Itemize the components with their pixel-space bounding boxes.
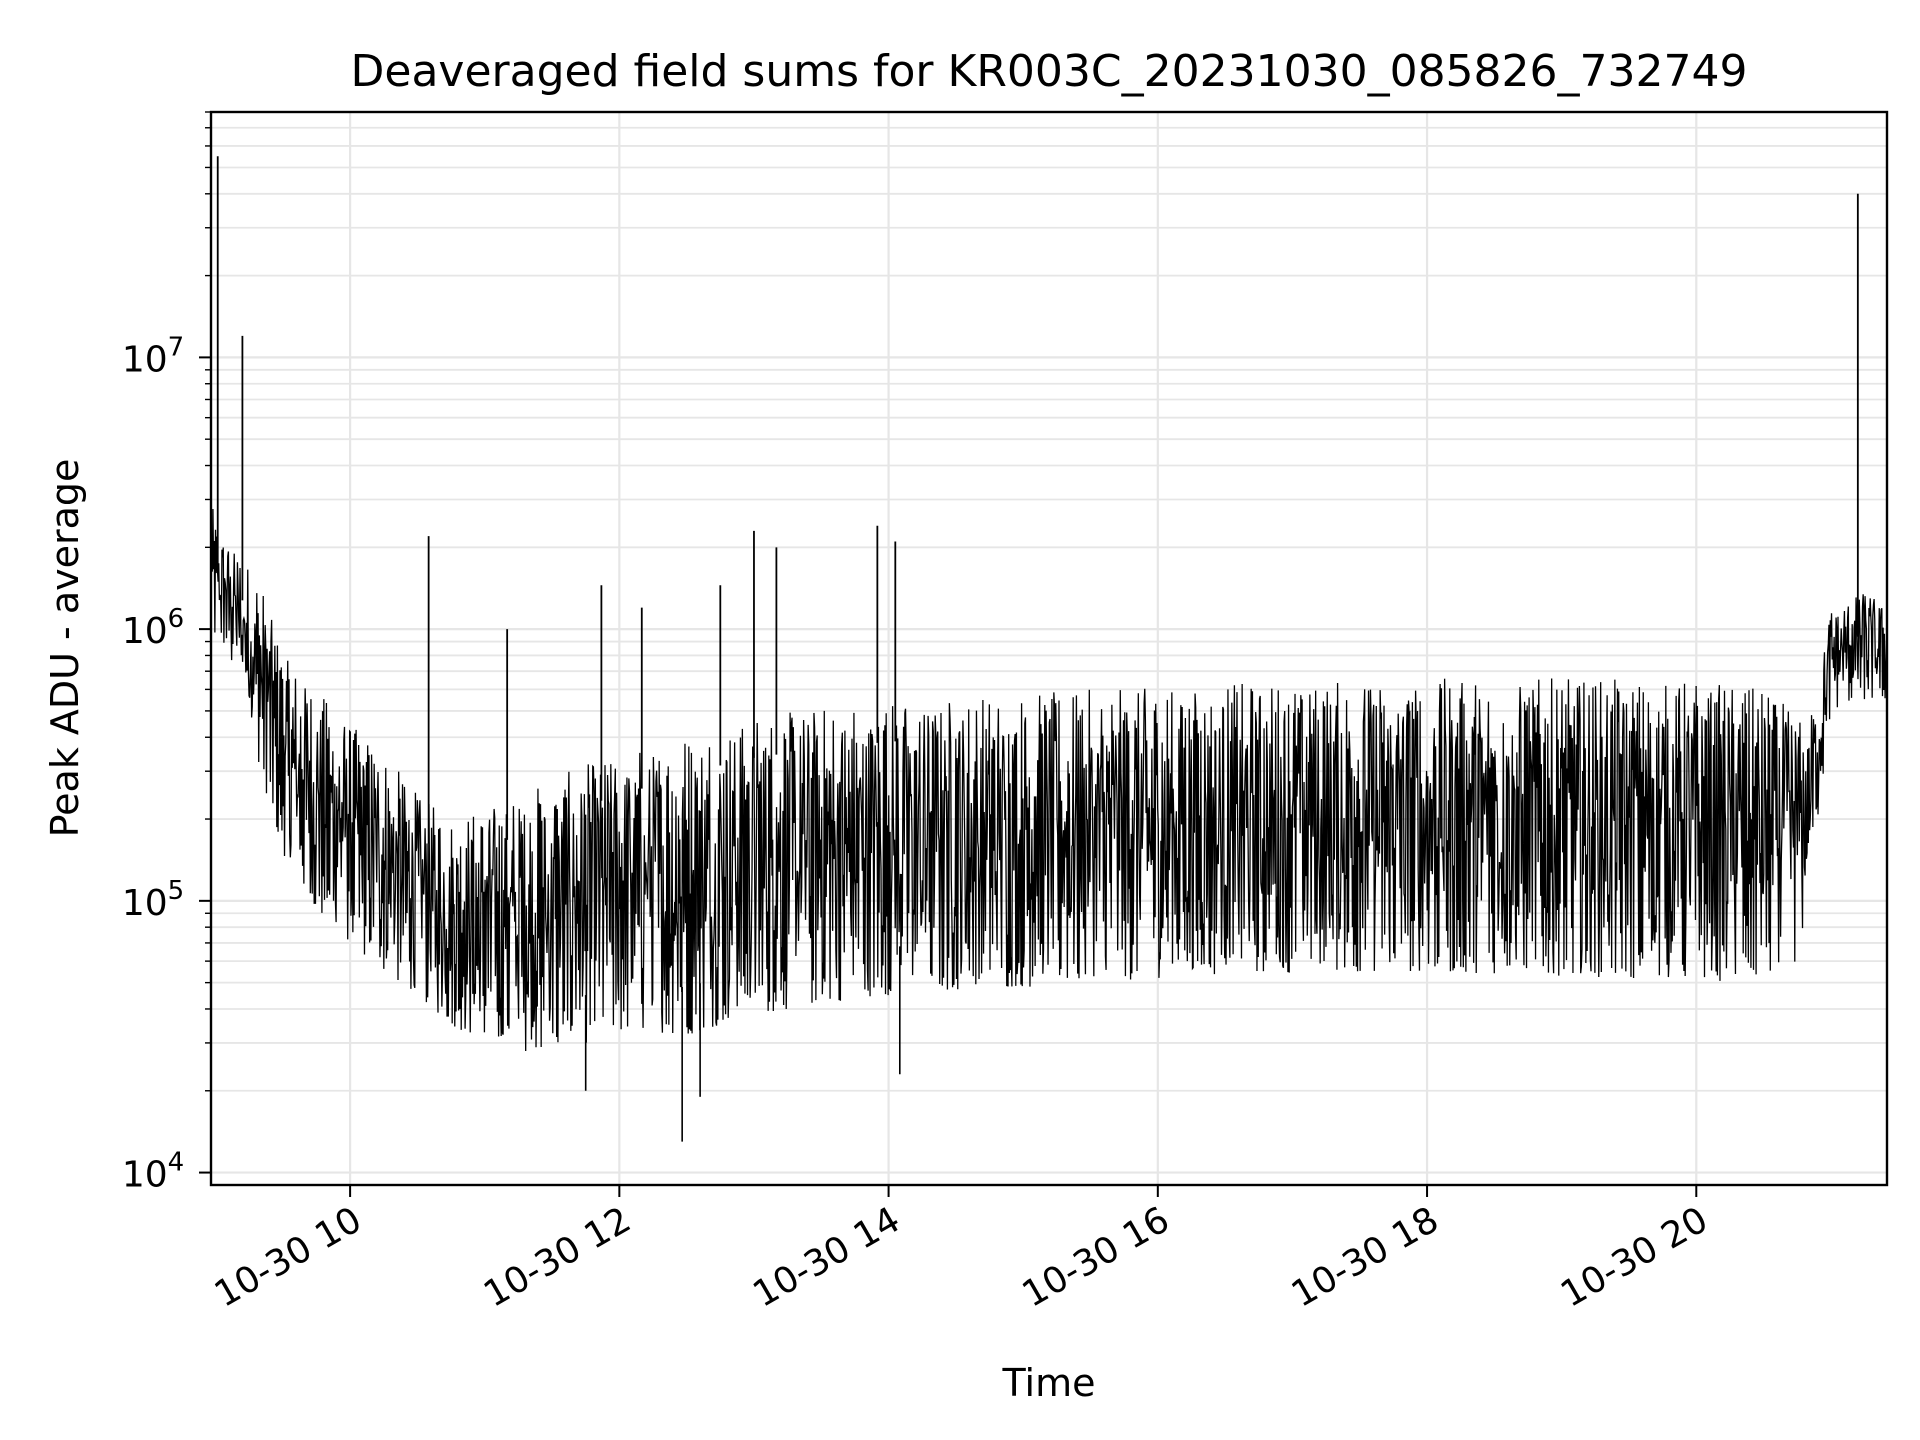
plot-frame	[209, 110, 1889, 1187]
y-tick-base: 10	[122, 883, 168, 924]
y-tick-label: 105	[122, 876, 184, 924]
chart-title: Deaveraged field sums for KR003C_2023103…	[351, 46, 1748, 97]
y-tick-base: 10	[122, 611, 168, 652]
x-axis-label: Time	[1002, 1361, 1096, 1405]
y-tick-label: 107	[122, 332, 184, 380]
y-tick-label: 104	[122, 1148, 184, 1196]
y-tick-exponent: 6	[168, 604, 185, 634]
y-tick-label: 106	[122, 604, 184, 652]
y-tick-exponent: 5	[168, 876, 185, 906]
y-tick-exponent: 7	[168, 332, 185, 362]
y-tick-exponent: 4	[168, 1148, 185, 1178]
data-layer	[210, 156, 1888, 1142]
y-tick-base: 10	[122, 339, 168, 380]
y-axis-label: Peak ADU - average	[43, 459, 87, 838]
y-tick-base: 10	[122, 1155, 168, 1196]
series-line	[210, 509, 1888, 1051]
